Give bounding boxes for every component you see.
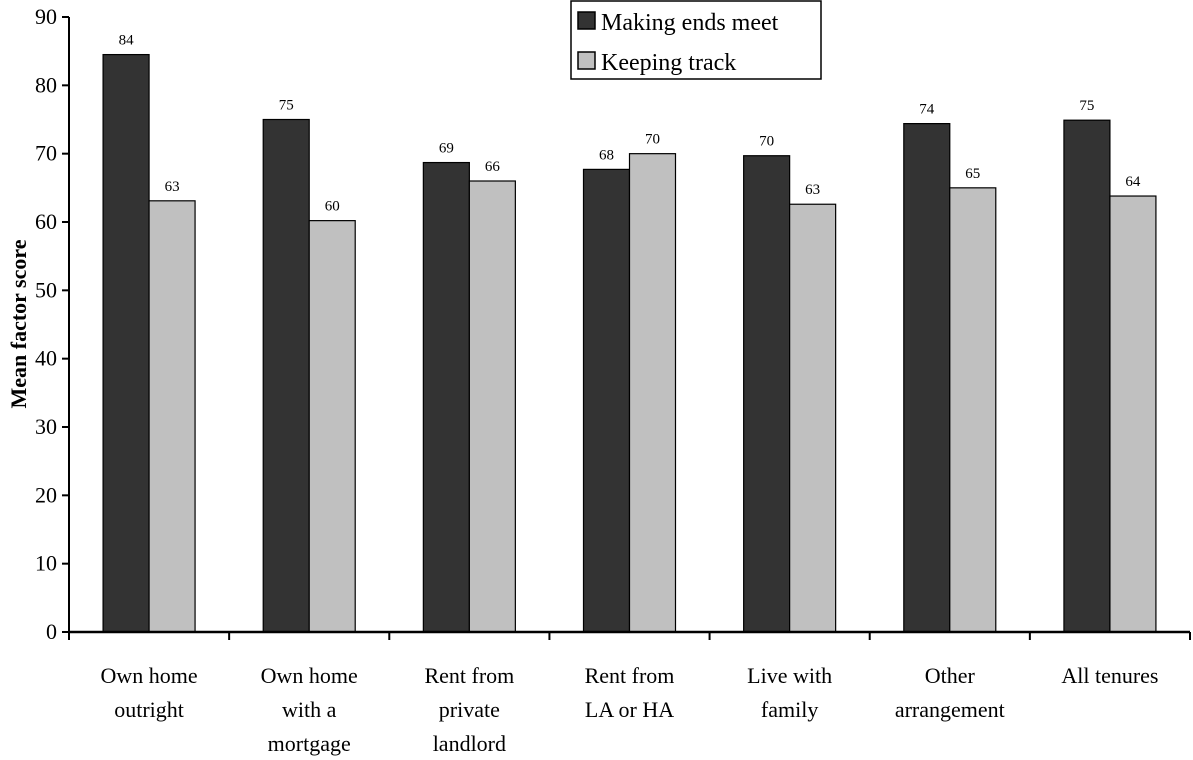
data-label-series1-cat5: 70 bbox=[759, 134, 774, 150]
category-label: family bbox=[761, 697, 818, 722]
data-label-series2-cat5: 63 bbox=[805, 182, 820, 198]
category-label: with a bbox=[282, 697, 337, 722]
y-tick-label: 60 bbox=[35, 209, 57, 234]
bar-series1-cat2 bbox=[262, 118, 310, 633]
data-label-series1-cat7: 75 bbox=[1079, 98, 1094, 114]
bar-series1-cat7 bbox=[1063, 119, 1111, 633]
category-label: Other bbox=[925, 663, 976, 688]
data-labels-layer: 84 63 75 60 69 66 68 70 70 63 74 65 75 64 bbox=[119, 33, 1141, 215]
category-label: arrangement bbox=[895, 697, 1005, 722]
bar-series2-cat1 bbox=[148, 200, 196, 633]
legend-box bbox=[570, 0, 822, 80]
data-label-series2-cat6: 65 bbox=[965, 166, 980, 182]
y-tick-label: 70 bbox=[35, 141, 57, 166]
data-label-series2-cat4: 70 bbox=[645, 132, 660, 148]
y-axis-title: Mean factor score bbox=[6, 239, 31, 408]
bar-series2-cat7 bbox=[1109, 195, 1157, 633]
category-label: Own home bbox=[261, 663, 358, 688]
bar-series2-cat6 bbox=[949, 187, 997, 633]
data-label-series1-cat6: 74 bbox=[919, 102, 935, 118]
bar-series1-cat3 bbox=[422, 161, 470, 633]
category-label: All tenures bbox=[1061, 663, 1158, 688]
category-label: landlord bbox=[433, 731, 506, 756]
legend-label-making-ends-meet: Making ends meet bbox=[601, 10, 779, 36]
category-label: outright bbox=[114, 697, 184, 722]
category-label: Rent from bbox=[585, 663, 675, 688]
category-labels-layer: Own home outright Own home with a mortgage Re… bbox=[100, 663, 1158, 756]
legend: Making ends meet Keeping track bbox=[570, 0, 822, 80]
y-tick-label: 50 bbox=[35, 277, 57, 302]
bar-series1-cat4 bbox=[582, 168, 631, 633]
y-tick-label: 20 bbox=[35, 482, 57, 507]
category-label: mortgage bbox=[268, 731, 351, 756]
y-tick-label: 0 bbox=[46, 619, 57, 644]
legend-swatch-keeping-track bbox=[577, 51, 596, 70]
bar-series2-cat5 bbox=[789, 203, 837, 633]
bar-series2-cat2 bbox=[308, 220, 356, 633]
data-label-series2-cat2: 60 bbox=[325, 199, 340, 215]
legend-label-keeping-track: Keeping track bbox=[601, 50, 736, 76]
data-label-series2-cat3: 66 bbox=[485, 159, 501, 175]
category-label: Live with bbox=[747, 663, 832, 688]
y-tick-label: 30 bbox=[35, 414, 57, 439]
y-tick-label: 90 bbox=[35, 4, 57, 29]
data-label-series1-cat2: 75 bbox=[279, 98, 294, 114]
data-label-series2-cat7: 64 bbox=[1125, 174, 1141, 190]
y-tick-label: 40 bbox=[35, 346, 57, 371]
legend-swatch-making-ends-meet bbox=[577, 11, 596, 30]
bar-series1-cat1 bbox=[102, 53, 150, 633]
category-label: Rent from bbox=[424, 663, 514, 688]
data-label-series1-cat1: 84 bbox=[119, 33, 135, 49]
y-tick-label: 10 bbox=[35, 551, 57, 576]
category-label: Own home bbox=[100, 663, 197, 688]
axes-layer: 0 10 20 30 40 50 60 70 80 90 bbox=[35, 4, 1191, 644]
bar-series2-cat3 bbox=[468, 180, 516, 633]
data-label-series1-cat4: 68 bbox=[599, 147, 614, 163]
bar-series1-cat5 bbox=[743, 155, 791, 633]
data-label-series1-cat3: 69 bbox=[439, 141, 454, 157]
bar-series1-cat6 bbox=[903, 122, 951, 633]
bar-series2-cat4 bbox=[628, 153, 677, 633]
data-label-series2-cat1: 63 bbox=[165, 179, 180, 195]
category-label: LA or HA bbox=[585, 697, 674, 722]
category-label: private bbox=[439, 697, 500, 722]
y-tick-label: 80 bbox=[35, 72, 57, 97]
bars-layer bbox=[102, 53, 1157, 633]
